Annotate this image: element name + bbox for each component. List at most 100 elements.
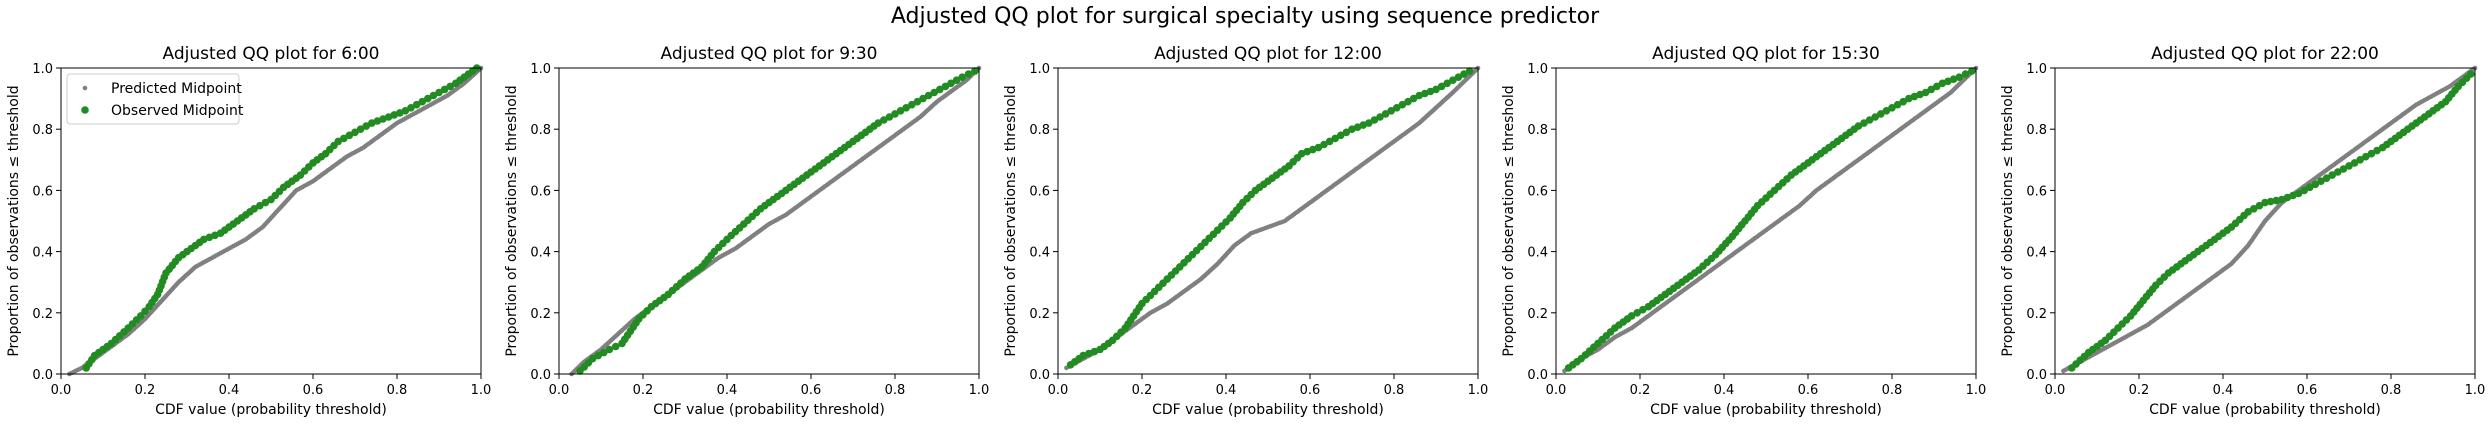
observed-point <box>345 131 354 140</box>
observed-point <box>1337 131 1345 140</box>
observed-point <box>958 73 966 81</box>
observed-point <box>964 70 973 78</box>
x-tick-label: 1.0 <box>969 383 990 398</box>
y-axis-label: Proportion of observations ≤ threshold <box>2000 85 2016 356</box>
observed-point <box>1409 94 1418 103</box>
legend-predicted-marker <box>82 85 88 91</box>
observed-point <box>1365 119 1373 127</box>
observed-point <box>418 97 427 106</box>
x-tick-label: 0.8 <box>2381 383 2402 398</box>
observed-point <box>1314 143 1323 152</box>
observed-point <box>2272 196 2280 205</box>
y-tick-label: 0.8 <box>530 123 551 138</box>
observed-point <box>1854 122 1863 130</box>
observed-point <box>594 351 602 360</box>
observed-point <box>2467 70 2475 78</box>
x-tick-label: 0.8 <box>387 383 408 398</box>
y-tick-label: 0.2 <box>1029 307 1050 322</box>
axes-frame <box>1057 67 1479 375</box>
legend: Predicted Midpoint Observed Midpoint <box>66 73 244 125</box>
panel-title: Adjusted QQ plot for 22:00 <box>2151 44 2379 64</box>
observed-point <box>1376 113 1384 121</box>
observed-point <box>2261 198 2269 207</box>
observed-point <box>930 88 938 97</box>
panel-title: Adjusted QQ plot for 15:30 <box>1652 44 1880 64</box>
qq-panel-3: Adjusted QQ plot for 12:00 0.00.0 0.2 0.2 0.… <box>1003 44 1488 418</box>
observed-point <box>1955 73 1963 81</box>
y-tick-label: 1.0 <box>1527 62 1548 77</box>
y-tick-label: 0.0 <box>2026 368 2047 383</box>
observed-point <box>1927 85 1935 94</box>
axes-frame <box>1555 67 1977 375</box>
observed-point <box>1921 88 1930 97</box>
observed-point <box>1432 85 1440 94</box>
observed-point <box>913 97 922 106</box>
y-tick-label: 1.0 <box>2026 62 2047 77</box>
x-tick-label: 0.0 <box>1546 383 1567 398</box>
y-tick-label: 0.0 <box>1029 368 1050 383</box>
y-tick-label: 0.8 <box>1527 123 1548 138</box>
qq-panel-2: Adjusted QQ plot for 9:30 0.00.0 0.2 0.2 0.4… <box>504 44 989 418</box>
panel-title: Adjusted QQ plot for 9:30 <box>661 44 878 64</box>
observed-point <box>902 104 910 112</box>
x-tick-label: 0.2 <box>1132 383 1153 398</box>
y-axis-label: Proportion of observations ≤ threshold <box>1501 85 1517 356</box>
x-tick-label: 0.0 <box>51 383 72 398</box>
observed-point <box>2322 174 2331 182</box>
observed-point <box>1627 312 1636 320</box>
observed-midpoint-series <box>1066 67 1474 369</box>
observed-point <box>2345 162 2353 170</box>
x-tick-label: 0.6 <box>1300 383 1321 398</box>
x-tick-label: 0.0 <box>2045 383 2066 398</box>
observed-point <box>2362 152 2370 161</box>
x-tick-label: 0.4 <box>1216 383 1237 398</box>
y-tick-label: 0.6 <box>32 184 53 199</box>
x-tick-label: 0.2 <box>135 383 156 398</box>
observed-point <box>936 85 944 94</box>
x-tick-label: 0.4 <box>717 383 738 398</box>
panel-title: Adjusted QQ plot for 12:00 <box>1154 44 1382 64</box>
y-tick-label: 1.0 <box>32 62 53 77</box>
observed-point <box>429 91 438 100</box>
observed-point <box>440 85 449 94</box>
observed-point <box>1370 116 1379 124</box>
y-tick-label: 0.6 <box>530 184 551 199</box>
y-tick-label: 0.4 <box>530 246 551 261</box>
x-tick-label: 0.2 <box>2129 383 2150 398</box>
observed-point <box>2244 208 2252 216</box>
x-tick-label: 0.8 <box>885 383 906 398</box>
y-tick-label: 0.2 <box>32 307 53 322</box>
y-tick-label: 0.2 <box>2026 307 2047 322</box>
observed-point <box>1465 67 1474 75</box>
observed-point <box>446 82 455 91</box>
legend-predicted-label: Predicted Midpoint <box>111 81 242 97</box>
observed-point <box>885 113 894 121</box>
observed-point <box>2250 205 2258 213</box>
observed-point <box>1454 73 1463 81</box>
y-tick-label: 0.0 <box>32 368 53 383</box>
x-axis-label: CDF value (probability threshold) <box>1152 402 1384 418</box>
observed-point <box>891 110 899 118</box>
y-axis-label: Proportion of observations ≤ threshold <box>1003 85 1019 356</box>
observed-point <box>1449 76 1457 84</box>
observed-point <box>1893 100 1902 109</box>
legend-box <box>66 73 240 125</box>
axes-frame <box>60 67 482 375</box>
qq-panel-4: Adjusted QQ plot for 15:30 0.00.0 0.2 0.2 0.… <box>1501 44 1986 418</box>
x-axis-label: CDF value (probability threshold) <box>1650 402 1882 418</box>
observed-point <box>435 88 443 97</box>
observed-point <box>947 79 955 88</box>
observed-point <box>1871 113 1879 121</box>
observed-point <box>1882 107 1891 115</box>
x-tick-label: 1.0 <box>1468 383 1489 398</box>
observed-point <box>1443 79 1451 88</box>
observed-point <box>1961 70 1970 78</box>
observed-point <box>1968 67 1976 75</box>
observed-point <box>1387 107 1395 115</box>
y-tick-label: 0.8 <box>1029 123 1050 138</box>
observed-point <box>1888 104 1896 112</box>
x-tick-label: 0.0 <box>549 383 570 398</box>
observed-midpoint-series <box>576 67 979 375</box>
legend-observed-label: Observed Midpoint <box>111 103 244 119</box>
